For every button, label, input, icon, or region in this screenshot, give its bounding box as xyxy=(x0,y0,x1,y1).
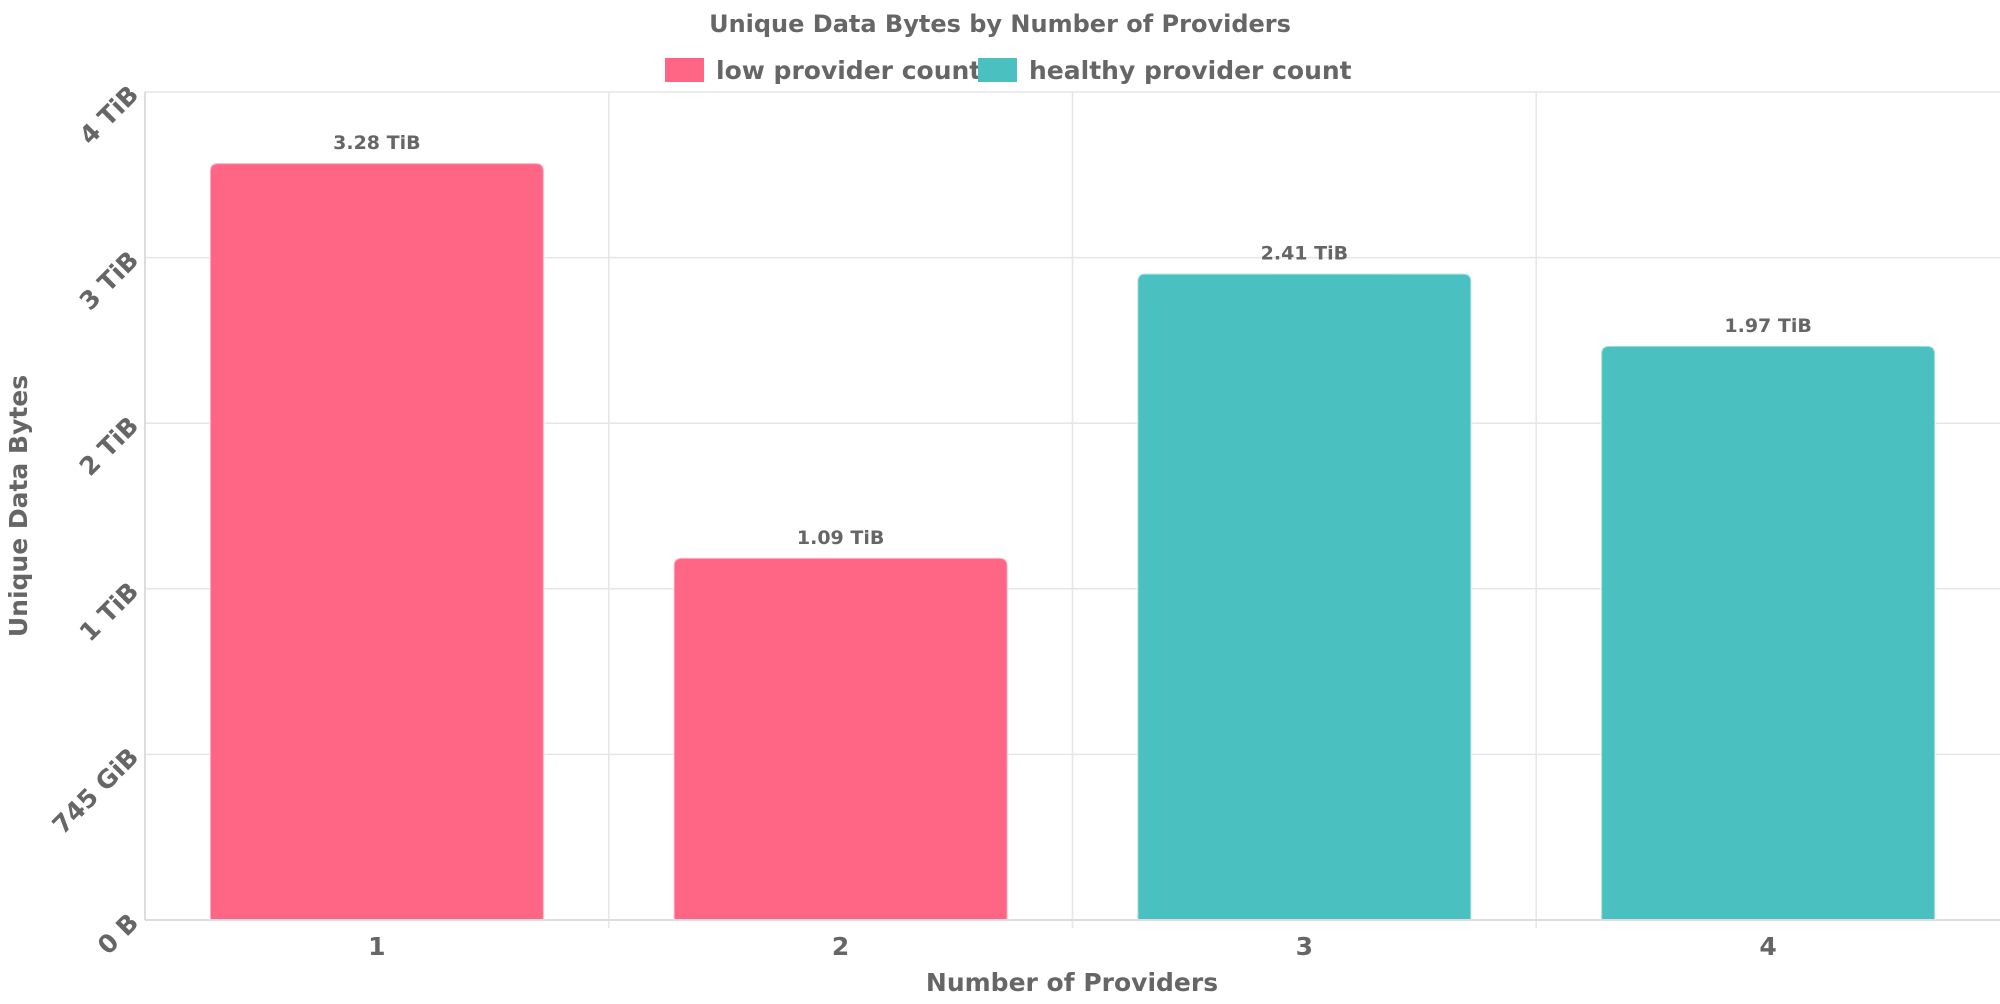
bar xyxy=(672,556,1009,921)
bar xyxy=(1136,272,1473,921)
axes xyxy=(144,92,2000,921)
y-tick-label: 2 TiB xyxy=(74,411,145,482)
legend-label-healthy: healthy provider count xyxy=(1029,56,1352,85)
x-tick-label: 1 xyxy=(368,932,385,961)
y-axis-title: Unique Data Bytes xyxy=(4,375,33,637)
x-tick-label: 2 xyxy=(832,932,849,961)
data-label: 1.97 TiB xyxy=(1724,315,1811,337)
legend-swatch-low xyxy=(665,58,704,82)
y-tick-label: 3 TiB xyxy=(74,245,145,316)
y-tick-labels: 0 B 745 GiB 1 TiB 2 TiB 3 TiB 4 TiB xyxy=(47,80,145,960)
legend-label-low: low provider count xyxy=(716,56,981,85)
bar xyxy=(1600,344,1937,921)
bars xyxy=(208,162,1937,921)
y-tick-label: 4 TiB xyxy=(74,80,145,151)
chart-title: Unique Data Bytes by Number of Providers xyxy=(709,10,1291,38)
data-labels: 3.28 TiB 1.09 TiB 2.41 TiB 1.97 TiB xyxy=(333,132,1812,549)
legend-item-low[interactable]: low provider count xyxy=(665,56,981,85)
y-tick-label: 0 B xyxy=(92,908,144,960)
data-label: 3.28 TiB xyxy=(333,132,420,154)
y-tick-label: 745 GiB xyxy=(47,742,145,840)
x-axis-title: Number of Providers xyxy=(926,968,1218,997)
x-tick-labels: 1 2 3 4 xyxy=(368,932,1777,961)
data-label: 1.09 TiB xyxy=(797,527,884,549)
legend-item-healthy[interactable]: healthy provider count xyxy=(978,56,1352,85)
legend: low provider count healthy provider coun… xyxy=(665,56,1352,85)
bar xyxy=(208,162,545,921)
x-tick-label: 4 xyxy=(1759,932,1776,961)
legend-swatch-healthy xyxy=(978,58,1017,82)
y-tick-label: 1 TiB xyxy=(74,577,145,648)
x-tick-label: 3 xyxy=(1296,932,1313,961)
data-label: 2.41 TiB xyxy=(1261,243,1348,265)
